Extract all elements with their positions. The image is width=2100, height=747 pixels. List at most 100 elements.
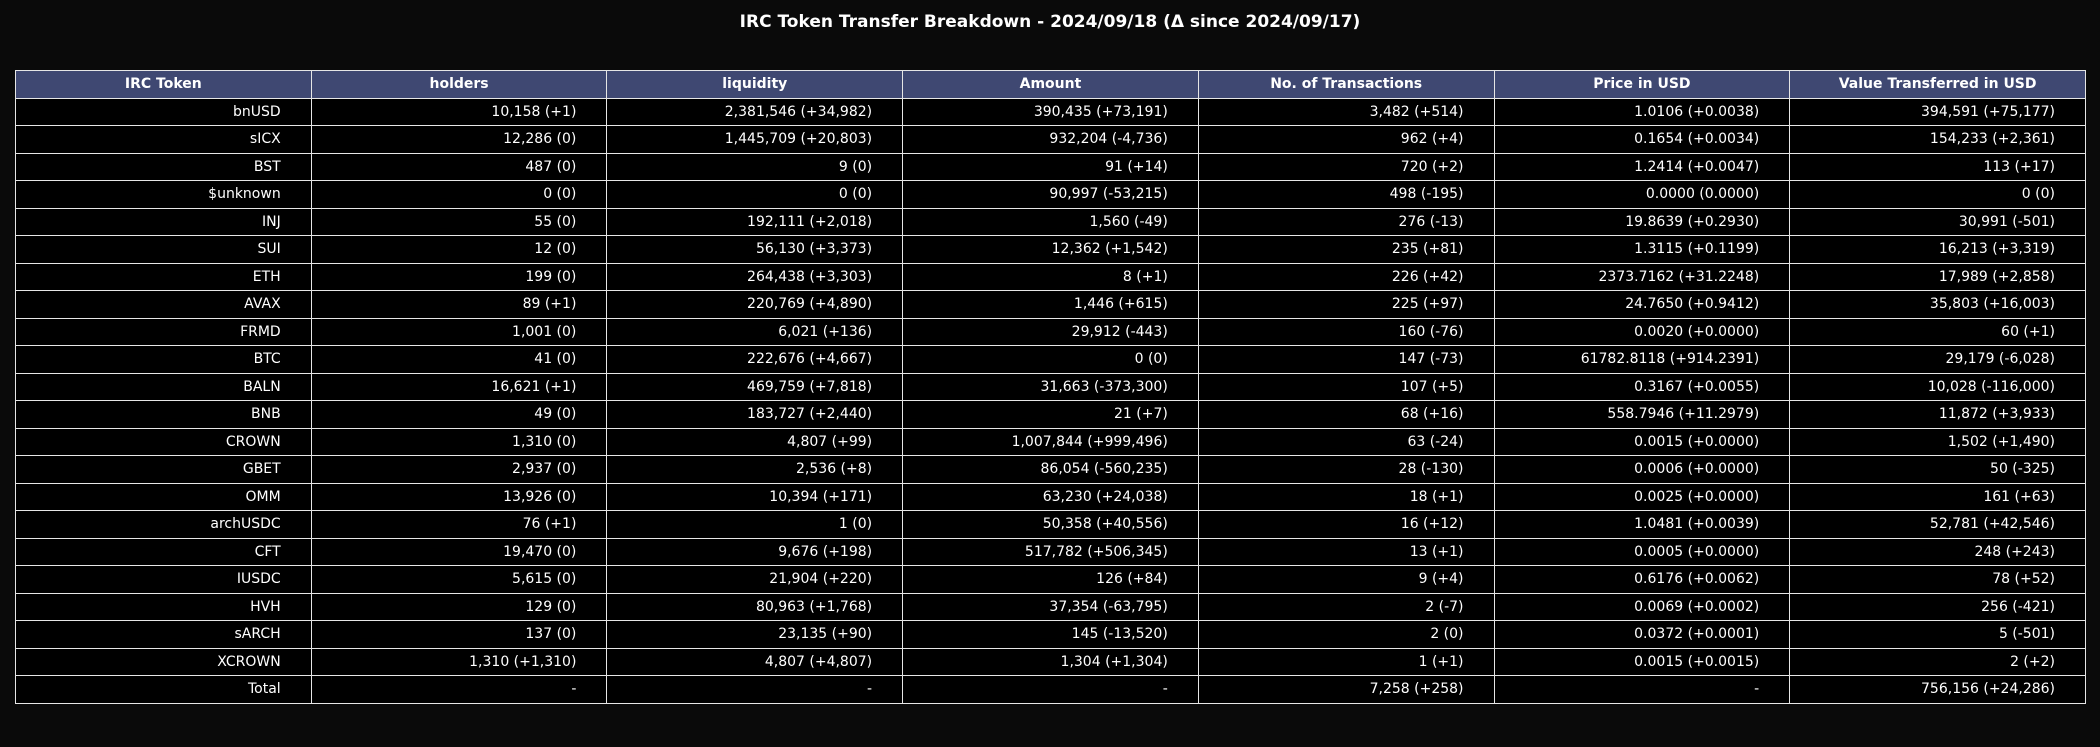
table-cell: 6,021 (+136) xyxy=(606,317,904,346)
table-cell: 1,007,844 (+999,496) xyxy=(902,427,1199,456)
table-cell: 1,304 (+1,304) xyxy=(902,647,1199,676)
table-cell: BNB xyxy=(15,400,312,429)
table-row: SUI 12 (0) 56,130 (+3,373) 12,362 (+1,542) 2… xyxy=(15,235,2086,264)
table-cell: 248 (+243) xyxy=(1789,537,2086,566)
table-cell: IUSDC xyxy=(15,565,312,594)
table-cell: 35,803 (+16,003) xyxy=(1789,290,2086,319)
table-cell: 63 (-24) xyxy=(1197,427,1495,456)
table-cell: 16 (+12) xyxy=(1197,510,1495,539)
table-cell: 3,482 (+514) xyxy=(1197,97,1495,126)
table-cell: 1.0481 (+0.0039) xyxy=(1493,510,1791,539)
table-row: AVAX 89 (+1) 220,769 (+4,890) 1,446 (+615) 2… xyxy=(15,290,2086,319)
table-cell: FRMD xyxy=(15,317,312,346)
table-cell: 183,727 (+2,440) xyxy=(606,400,904,429)
table-cell: SUI xyxy=(15,235,312,264)
table-cell: 9,676 (+198) xyxy=(606,537,904,566)
table-cell: 1,310 (+1,310) xyxy=(310,647,608,676)
table-cell: 31,663 (-373,300) xyxy=(902,372,1199,401)
table-cell: 24.7650 (+0.9412) xyxy=(1493,290,1791,319)
table-cell: 199 (0) xyxy=(310,262,608,291)
table-cell: 2 (0) xyxy=(1197,620,1495,649)
table-cell: 137 (0) xyxy=(310,620,608,649)
table-cell: 10,394 (+171) xyxy=(606,482,904,511)
table-cell: BTC xyxy=(15,345,312,374)
table-cell: - xyxy=(902,675,1199,704)
table-cell: 16,213 (+3,319) xyxy=(1789,235,2086,264)
table-cell: 12,362 (+1,542) xyxy=(902,235,1199,264)
table-cell: 487 (0) xyxy=(310,152,608,181)
table-cell: 225 (+97) xyxy=(1197,290,1495,319)
table-cell: CFT xyxy=(15,537,312,566)
table-cell: sICX xyxy=(15,125,312,154)
table-cell: 23,135 (+90) xyxy=(606,620,904,649)
table-cell: 394,591 (+75,177) xyxy=(1789,97,2086,126)
table-cell: 222,676 (+4,667) xyxy=(606,345,904,374)
table-row: HVH 129 (0) 80,963 (+1,768) 37,354 (-63,795… xyxy=(15,592,2086,621)
table-cell: 129 (0) xyxy=(310,592,608,621)
table-cell: 756,156 (+24,286) xyxy=(1789,675,2086,704)
table-cell: 13 (+1) xyxy=(1197,537,1495,566)
table-cell: archUSDC xyxy=(15,510,312,539)
table-cell: BALN xyxy=(15,372,312,401)
table-row: bnUSD 10,158 (+1) 2,381,546 (+34,982) 390,4… xyxy=(15,97,2086,126)
table-cell: 2373.7162 (+31.2248) xyxy=(1493,262,1791,291)
table-cell: 0.3167 (+0.0055) xyxy=(1493,372,1791,401)
table-cell: 89 (+1) xyxy=(310,290,608,319)
table-cell: 9 (0) xyxy=(606,152,904,181)
table-cell: 2 (-7) xyxy=(1197,592,1495,621)
table-cell: 61782.8118 (+914.2391) xyxy=(1493,345,1791,374)
table-row: BTC 41 (0) 222,676 (+4,667) 0 (0) 147 (-73) 6… xyxy=(15,345,2086,374)
table-cell: 0.6176 (+0.0062) xyxy=(1493,565,1791,594)
column-header: Price in USD xyxy=(1493,70,1791,99)
table-cell: 154,233 (+2,361) xyxy=(1789,125,2086,154)
table-cell: 220,769 (+4,890) xyxy=(606,290,904,319)
table-cell: 160 (-76) xyxy=(1197,317,1495,346)
table-cell: 962 (+4) xyxy=(1197,125,1495,154)
table-cell: HVH xyxy=(15,592,312,621)
table-cell: 21 (+7) xyxy=(902,400,1199,429)
table-cell: BST xyxy=(15,152,312,181)
table-row: IUSDC 5,615 (0) 21,904 (+220) 126 (+84) 9 (+… xyxy=(15,565,2086,594)
table-cell: bnUSD xyxy=(15,97,312,126)
table-cell: Total xyxy=(15,675,312,704)
table-cell: 1,445,709 (+20,803) xyxy=(606,125,904,154)
table-cell: - xyxy=(1493,675,1791,704)
table-cell: XCROWN xyxy=(15,647,312,676)
table-cell: OMM xyxy=(15,482,312,511)
table-row: FRMD 1,001 (0) 6,021 (+136) 29,912 (-443) 16… xyxy=(15,317,2086,346)
table-cell: 0.1654 (+0.0034) xyxy=(1493,125,1791,154)
table-cell: 0 (0) xyxy=(1789,180,2086,209)
table-cell: - xyxy=(310,675,608,704)
table-cell: 2,536 (+8) xyxy=(606,455,904,484)
table-row: INJ 55 (0) 192,111 (+2,018) 1,560 (-49) 276 … xyxy=(15,207,2086,236)
table-cell: 4,807 (+4,807) xyxy=(606,647,904,676)
table-cell: 1 (0) xyxy=(606,510,904,539)
table-cell: 7,258 (+258) xyxy=(1197,675,1495,704)
table-cell: 517,782 (+506,345) xyxy=(902,537,1199,566)
column-header: Value Transferred in USD xyxy=(1789,70,2086,99)
table-cell: 0.0000 (0.0000) xyxy=(1493,180,1791,209)
table-row: $unknown 0 (0) 0 (0) 90,997 (-53,215) 498 (-… xyxy=(15,180,2086,209)
table-row: BST 487 (0) 9 (0) 91 (+14) 720 (+2) 1.2414 (+… xyxy=(15,152,2086,181)
table-cell: 17,989 (+2,858) xyxy=(1789,262,2086,291)
table-cell: 29,179 (-6,028) xyxy=(1789,345,2086,374)
table-cell: 50,358 (+40,556) xyxy=(902,510,1199,539)
table-cell: 720 (+2) xyxy=(1197,152,1495,181)
table-cell: 0.0025 (+0.0000) xyxy=(1493,482,1791,511)
table-cell: 29,912 (-443) xyxy=(902,317,1199,346)
table-cell: 19,470 (0) xyxy=(310,537,608,566)
table-row: XCROWN 1,310 (+1,310) 4,807 (+4,807) 1,304 … xyxy=(15,647,2086,676)
table-cell: 0.0372 (+0.0001) xyxy=(1493,620,1791,649)
table-cell: 49 (0) xyxy=(310,400,608,429)
table-cell: 91 (+14) xyxy=(902,152,1199,181)
table-cell: INJ xyxy=(15,207,312,236)
table-cell: 498 (-195) xyxy=(1197,180,1495,209)
table-cell: 226 (+42) xyxy=(1197,262,1495,291)
table-cell: 11,872 (+3,933) xyxy=(1789,400,2086,429)
table-cell: 5 (-501) xyxy=(1789,620,2086,649)
table-cell: 56,130 (+3,373) xyxy=(606,235,904,264)
column-header: No. of Transactions xyxy=(1197,70,1495,99)
table-cell: 2,937 (0) xyxy=(310,455,608,484)
column-header: IRC Token xyxy=(15,70,312,99)
table-cell: 0 (0) xyxy=(902,345,1199,374)
